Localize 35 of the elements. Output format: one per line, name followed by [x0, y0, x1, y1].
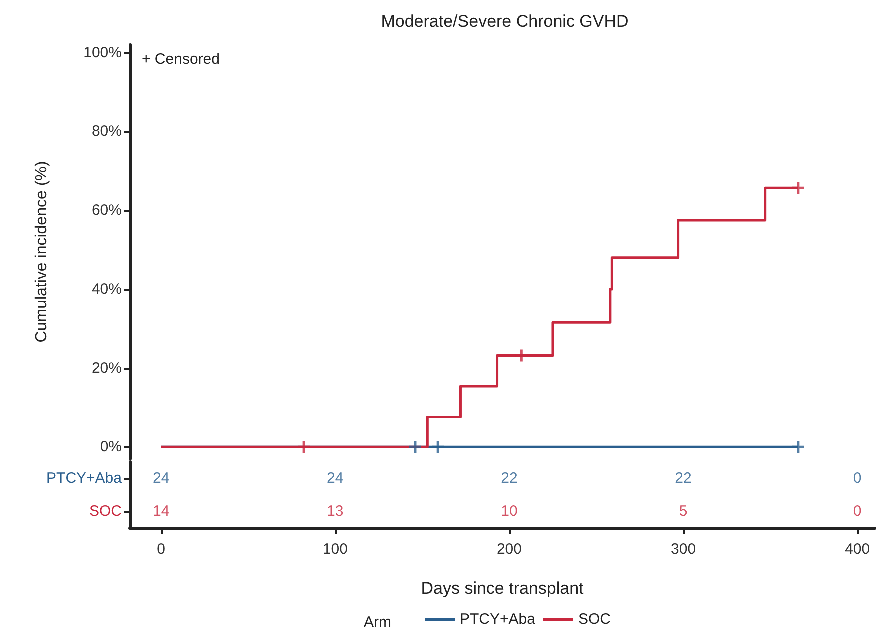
point — [791, 180, 806, 196]
y-tick-label: 60% — [92, 202, 122, 220]
y-tick-label: 20% — [92, 360, 122, 377]
point — [296, 440, 312, 454]
data-label: 13 — [327, 503, 344, 520]
legend-label: PTCY+Aba — [460, 611, 536, 628]
data-label: 24 — [152, 470, 170, 487]
x-axis-title: Days since transplant — [421, 579, 584, 598]
data-label: 14 — [152, 503, 170, 520]
y-tick-label: 80% — [92, 123, 122, 140]
data-label: 0 — [853, 470, 862, 487]
point — [408, 440, 423, 454]
y-tick-label: 100% — [84, 44, 122, 62]
annotation: + Censored — [142, 51, 220, 68]
data-label: 22 — [501, 470, 518, 487]
y-tick-label: 40% — [92, 280, 122, 298]
data-label: 22 — [675, 470, 692, 487]
x-tick-label: 200 — [496, 541, 522, 558]
x-tick-label: 0 — [157, 541, 166, 558]
data-label: 10 — [501, 503, 518, 520]
legend-title: Arm — [364, 614, 392, 631]
x-tick-label: 400 — [845, 541, 870, 558]
data-label: 0 — [853, 503, 862, 520]
y-axis-title: Cumulative incidence (%) — [34, 161, 50, 343]
y-tick-label: 0% — [100, 438, 122, 456]
y-tick-label: PTCY+Aba — [46, 470, 123, 487]
x-tick-label: 100 — [322, 541, 348, 558]
point — [430, 440, 446, 454]
legend-label: SOC — [578, 611, 612, 628]
data-label: 24 — [327, 470, 344, 487]
y-tick-label: SOC — [89, 503, 122, 520]
data-label: 5 — [679, 503, 688, 520]
point — [791, 440, 806, 454]
x-tick-label: 300 — [671, 541, 696, 558]
chart-title: Moderate/Severe Chronic GVHD — [381, 12, 629, 31]
